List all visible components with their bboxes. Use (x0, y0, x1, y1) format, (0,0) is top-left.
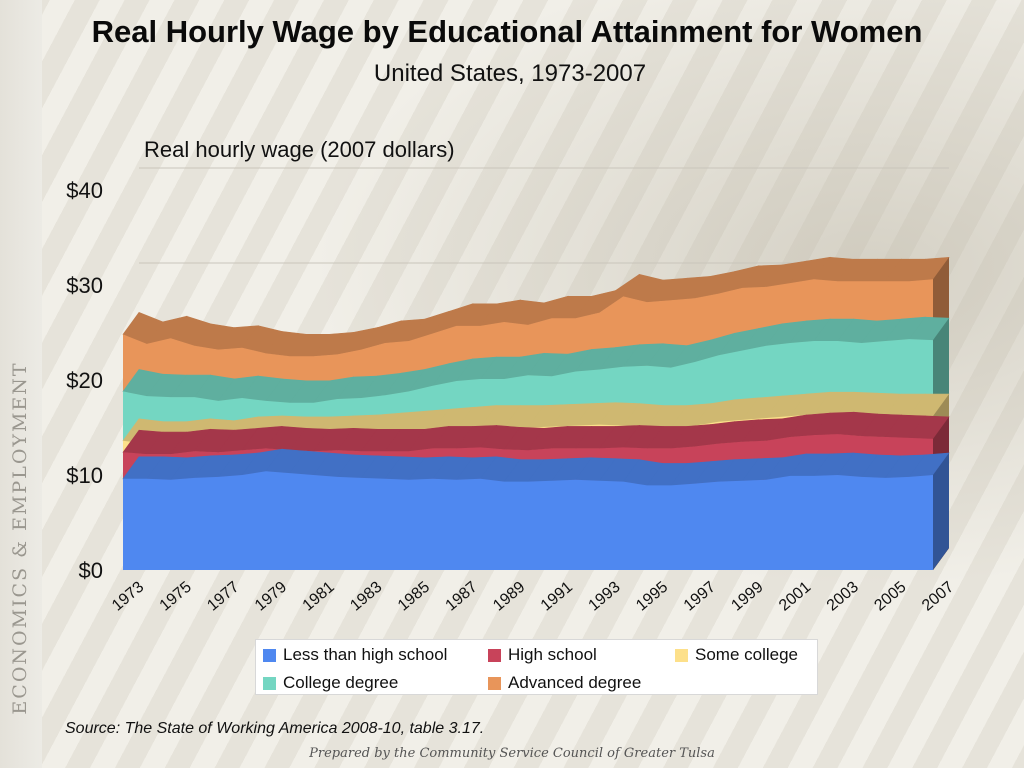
x-tick-label: 2007 (919, 579, 957, 615)
x-tick-label: 1989 (490, 579, 528, 615)
x-tick-label: 1973 (109, 579, 147, 615)
legend-label: Advanced degree (508, 673, 642, 692)
source-note: Source: The State of Working America 200… (65, 720, 485, 737)
legend-swatch (263, 648, 276, 662)
x-tick-label: 1997 (681, 579, 719, 615)
legend-swatch (488, 676, 501, 690)
y-axis-title: Real hourly wage (2007 dollars) (144, 137, 455, 162)
x-tick-label: 1999 (728, 579, 766, 615)
y-tick-label: $10 (66, 463, 103, 488)
x-tick-label: 1983 (347, 579, 385, 615)
legend-item-college-degree: College degree (263, 673, 398, 693)
y-tick-label: $0 (79, 558, 103, 583)
legend-item-some-college: Some college (675, 645, 798, 665)
chart-legend: Less than high school High school Some c… (255, 639, 818, 695)
footer-credit: Prepared by the Community Service Counci… (309, 746, 715, 761)
x-tick-label: 1985 (395, 579, 433, 615)
x-tick-label: 1987 (443, 579, 481, 615)
legend-label: High school (508, 645, 597, 664)
legend-swatch (263, 676, 276, 690)
legend-item-high-school: High school (488, 645, 597, 665)
chart-subtitle: United States, 1973-2007 (373, 60, 647, 87)
legend-label: College degree (283, 673, 399, 692)
x-tick-label: 2001 (776, 579, 814, 615)
x-tick-label: 1993 (585, 579, 623, 615)
y-tick-label: $40 (66, 178, 103, 203)
area-series-less-than-high-school (123, 471, 933, 570)
sidebar-strip (0, 0, 42, 768)
x-tick-label: 2005 (871, 579, 909, 615)
legend-label: Less than high school (283, 645, 448, 664)
x-tick-label: 1995 (633, 579, 671, 615)
legend-swatch (675, 648, 688, 662)
legend-item-less-than-high-school: Less than high school (263, 645, 447, 665)
y-tick-label: $30 (66, 273, 103, 298)
area-side-face (933, 453, 949, 570)
legend-label: Some college (695, 645, 799, 664)
y-tick-label: $20 (66, 368, 103, 393)
x-tick-label: 1991 (538, 579, 576, 615)
legend-item-advanced-degree: Advanced degree (488, 673, 641, 693)
x-tick-label: 2003 (824, 579, 862, 615)
x-tick-label: 1979 (252, 579, 290, 615)
x-tick-label: 1977 (204, 579, 242, 615)
legend-swatch (488, 648, 501, 662)
chart-title: Real Hourly Wage by Educational Attainme… (91, 14, 923, 49)
x-tick-label: 1981 (300, 579, 338, 615)
x-tick-label: 1975 (157, 579, 195, 615)
